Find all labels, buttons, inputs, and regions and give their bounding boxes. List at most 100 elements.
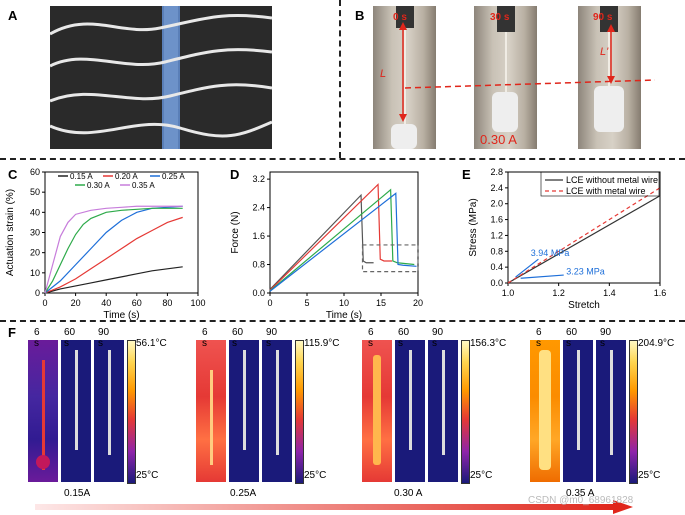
thermal-frame-60s xyxy=(229,340,259,482)
photo-b-90s xyxy=(578,6,641,149)
thermal-frame-90s xyxy=(94,340,124,482)
chart-c: 0 20 40 60 80 100 0 10 20 30 40 50 60 Time (s) Actuati… xyxy=(5,167,206,320)
thermal-frame-90s xyxy=(262,340,292,482)
fiber-drawing xyxy=(50,6,272,149)
series-line-s4 xyxy=(269,192,417,292)
frame-label-60s: 60 s xyxy=(398,327,410,349)
frame-label-6s: 6 s xyxy=(34,327,40,349)
current-label-f0: 0.15A xyxy=(64,488,91,499)
panel-label-c: C xyxy=(8,167,18,182)
annotation-label: 3.94 MPa xyxy=(531,248,570,258)
panel-label-d: D xyxy=(230,167,240,182)
series-line-lce-with-metal-wire xyxy=(507,187,661,284)
y-tick-label: 0 xyxy=(35,288,40,298)
legend-box xyxy=(540,171,660,197)
frame-label-90s: 90 s xyxy=(98,327,110,349)
y-tick-label: 10 xyxy=(30,268,40,278)
annotation-label: 3.23 MPa xyxy=(566,266,605,276)
current-label-f1: 0.25A xyxy=(230,488,257,499)
series-line-0.20-a xyxy=(44,216,183,294)
y-tick-label: 1.6 xyxy=(490,215,503,225)
series-line-s3 xyxy=(269,188,415,292)
current-label-f2: 0.30 A xyxy=(394,488,423,499)
y-tick-label: 0.4 xyxy=(490,262,503,272)
panel-b-overlay xyxy=(399,22,656,122)
y-tick-label: 30 xyxy=(30,228,40,238)
x-tick-label: 1.0 xyxy=(502,288,515,298)
legend-label: LCE without metal wire xyxy=(566,175,658,185)
y-tick-label: 0.0 xyxy=(490,278,503,288)
series-line-0.15-a xyxy=(44,266,183,294)
length-label: L xyxy=(380,68,387,80)
thermal-frame-60s xyxy=(61,340,91,482)
x-tick-label: 60 xyxy=(132,298,142,308)
y-tick-label: 2.0 xyxy=(490,199,503,209)
colorbar-max-0: 56.1°C xyxy=(136,338,167,349)
panel-label-a: A xyxy=(8,8,18,23)
frame-label-60s: 60 s xyxy=(566,327,578,349)
x-tick-label: 20 xyxy=(71,298,81,308)
y-tick-label: 2.4 xyxy=(490,183,503,193)
y-tick-label: 2.8 xyxy=(490,167,503,177)
thermal-frame-6s xyxy=(28,340,58,482)
thermal-frame-90s xyxy=(428,340,458,482)
y-tick-label: 0.0 xyxy=(252,288,265,298)
series-line-lce-without-metal-wire xyxy=(507,195,661,284)
time-label-30s: 30 s xyxy=(490,12,510,23)
colorbar-min-1: 25°C xyxy=(304,470,327,481)
annotation-arrow xyxy=(520,274,564,279)
legend-label: 0.15 A xyxy=(70,172,93,181)
y-axis-label: Stress (MPa) xyxy=(468,198,479,256)
frame-label-90s: 90 s xyxy=(600,327,612,349)
frame-label-90s: 90 s xyxy=(432,327,444,349)
series-line-s1 xyxy=(269,193,374,290)
annotation-arrow xyxy=(515,258,539,278)
current-label-f3: 0.35 A xyxy=(566,488,595,499)
colorbar-1 xyxy=(295,340,304,484)
frame-label-90s: 90 s xyxy=(266,327,278,349)
y-tick-label: 0.8 xyxy=(490,246,503,256)
y-tick-label: 40 xyxy=(30,207,40,217)
photo-b-30s xyxy=(474,6,537,149)
y-tick-label: 20 xyxy=(30,248,40,258)
separator-ab xyxy=(339,0,341,158)
colorbar-max-1: 115.9°C xyxy=(304,338,340,349)
legend-label: 0.35 A xyxy=(132,181,155,190)
y-tick-label: 50 xyxy=(30,187,40,197)
reference-dash xyxy=(404,79,656,89)
legend-label: LCE with metal wire xyxy=(566,186,646,196)
photo-b-0s xyxy=(373,6,436,149)
legend-label: 0.30 A xyxy=(87,181,110,190)
colorbar-2 xyxy=(461,340,470,484)
y-tick-label: 0.8 xyxy=(252,260,265,270)
x-tick-label: 1.4 xyxy=(603,288,616,298)
y-tick-label: 1.6 xyxy=(252,231,265,241)
x-tick-label: 1.6 xyxy=(654,288,667,298)
plot-frame xyxy=(44,171,199,294)
series-line-0.30-a xyxy=(44,207,183,294)
x-axis-label: Time (s) xyxy=(326,310,362,320)
frame-label-60s: 60 s xyxy=(64,327,76,349)
panel-label-b: B xyxy=(355,8,365,23)
chart-d: 0 5 10 15 20 0.0 0.8 1.6 2.4 3.2 Time (s) Force (N) xyxy=(230,171,423,320)
chart-e: 1.0 1.2 1.4 1.6 0.0 0.4 0.8 1.2 1.6 2.0 2.4 2.8 Stre… xyxy=(468,167,667,311)
colorbar-max-3: 204.9°C xyxy=(638,338,675,349)
thermal-frame-6s xyxy=(362,340,392,482)
colorbar-0 xyxy=(127,340,136,484)
x-axis-label: Time (s) xyxy=(103,310,139,320)
y-tick-label: 60 xyxy=(30,167,40,177)
x-tick-label: 80 xyxy=(162,298,172,308)
x-axis-label: Stretch xyxy=(568,300,600,311)
time-label-0s: 0 s xyxy=(393,12,407,23)
thermal-frame-6s xyxy=(530,340,560,482)
series-line-0.25-a xyxy=(44,205,183,294)
frame-label-6s: 6 s xyxy=(536,327,542,349)
x-tick-label: 0 xyxy=(42,298,47,308)
inset-box xyxy=(361,244,419,273)
current-gradient-arrow xyxy=(35,500,633,514)
colorbar-min-2: 25°C xyxy=(470,470,493,481)
panel-label-e: E xyxy=(462,167,471,182)
y-axis-label: Force (N) xyxy=(230,211,241,253)
legend-label: 0.20 A xyxy=(115,172,138,181)
legend-label: 0.25 A xyxy=(162,172,185,181)
